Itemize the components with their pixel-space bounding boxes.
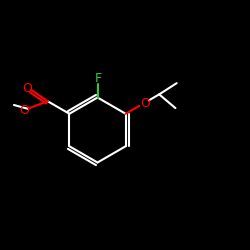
Text: F: F <box>95 72 102 85</box>
Text: O: O <box>140 97 150 110</box>
Text: O: O <box>22 82 32 95</box>
Text: O: O <box>19 104 29 117</box>
